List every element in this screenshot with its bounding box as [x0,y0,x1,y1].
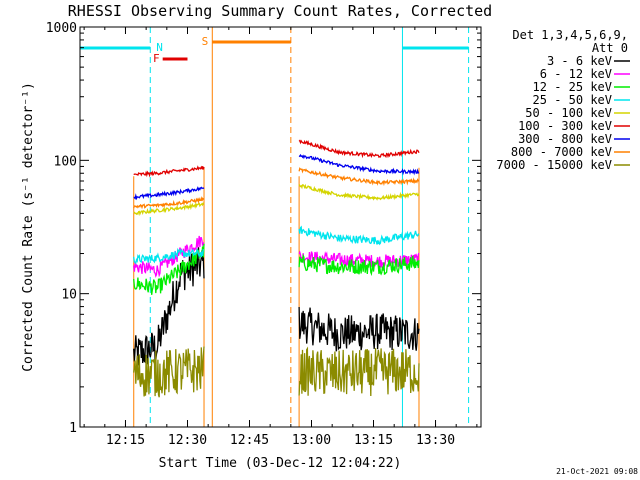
series-8-segment-0 [133,346,205,398]
flare-flag-label: F [153,52,160,65]
legend-label-0: 3 - 6 keV [547,54,612,68]
legend-label-4: 50 - 100 keV [525,106,612,120]
series-7-segment-1 [298,167,420,187]
series-3-segment-1 [298,225,420,246]
saa-flag-label: S [202,35,209,48]
x-axis-label: Start Time (03-Dec-12 12:04:22) [159,456,402,471]
series-7-segment-0 [133,196,205,210]
y-tick-label-0: 1 [69,421,77,436]
series-6-segment-1 [298,153,420,176]
legend-label-5: 100 - 300 keV [518,119,612,133]
series-2-segment-1 [298,253,420,277]
legend-label-2: 12 - 25 keV [533,80,612,94]
x-tick-label-2: 12:45 [230,433,269,448]
y-axis-label: Corrected Count Rate (s⁻¹ detector⁻¹) [21,82,36,372]
series-5-segment-0 [133,165,205,178]
y-tick-label-1: 10 [61,288,77,303]
x-tick-label-1: 12:30 [168,433,207,448]
x-tick-label-5: 13:30 [416,433,455,448]
series-2-segment-0 [133,243,205,295]
legend-label-8: 7000 - 15000 keV [496,158,612,172]
legend-header-2: Att 0 [592,41,628,55]
y-tick-label-2: 100 [54,154,77,169]
series-8-segment-1 [298,346,420,397]
series-4-segment-0 [133,201,205,217]
legend-label-6: 300 - 800 keV [518,132,612,146]
series-3-segment-0 [133,247,205,265]
night-flag-label: N [156,41,163,54]
generated-timestamp: 21-Oct-2021 09:08 [556,467,638,476]
legend-header-1: Det 1,3,4,5,6,9, [512,28,628,42]
x-tick-label-4: 13:15 [354,433,393,448]
series-6-segment-0 [133,186,205,201]
series-4-segment-1 [298,183,420,201]
plot-frame [79,26,482,428]
legend-label-7: 800 - 7000 keV [511,145,612,159]
x-tick-label-0: 12:15 [106,433,145,448]
legend-label-1: 6 - 12 keV [540,67,612,81]
x-tick-label-3: 13:00 [292,433,331,448]
series-0-segment-1 [298,306,420,352]
axes: 12:15 12:30 12:45 13:00 13:15 13:30 1 10 100 1000 [46,21,481,448]
y-tick-label-3: 1000 [46,21,77,36]
chart-title: RHESSI Observing Summary Count Rates, Co… [68,2,492,20]
count-rate-series [133,139,420,398]
series-5-segment-1 [298,139,420,159]
legend-label-3: 25 - 50 keV [533,93,612,107]
